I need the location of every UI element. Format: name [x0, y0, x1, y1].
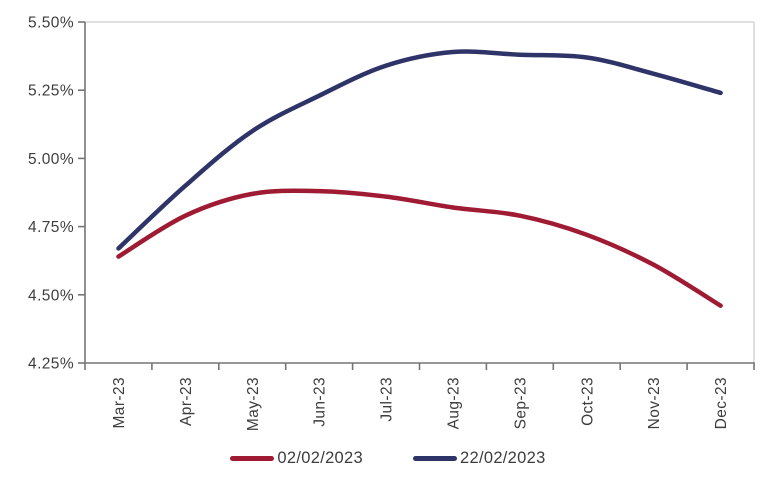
legend-label-series-1: 22/02/2023 [460, 449, 546, 467]
x-axis-tick-label: Jun-23 [312, 377, 329, 427]
series-line-0 [116, 188, 723, 308]
x-axis-tick-label: Jul-23 [379, 377, 396, 422]
chart-legend: 02/02/2023 22/02/2023 [0, 450, 776, 467]
series-line-1 [116, 49, 723, 251]
y-axis-tick-label: 5.50% [28, 15, 74, 32]
y-axis-tick-label: 4.25% [28, 356, 74, 373]
y-axis-tick-label: 5.25% [28, 83, 74, 100]
x-axis-tick-label: Nov-23 [646, 377, 663, 429]
legend-item-series-1: 22/02/2023 [413, 450, 546, 467]
legend-item-series-0: 02/02/2023 [230, 450, 363, 467]
x-axis-tick-label: Apr-23 [178, 377, 195, 426]
x-axis-tick-label: Sep-23 [512, 377, 529, 429]
y-axis-tick-label: 4.75% [28, 219, 74, 236]
y-axis-tick-label: 4.50% [28, 287, 74, 304]
legend-label-series-0: 02/02/2023 [277, 449, 363, 467]
x-axis-tick-label: May-23 [245, 377, 262, 431]
x-axis-tick-label: Aug-23 [445, 377, 462, 429]
legend-swatch-navy [413, 455, 457, 461]
line-chart: 5.50% 5.25% 5.00% 4.75% 4.50% 4.25% Mar-23 Apr-… [28, 15, 755, 431]
x-axis-tick-label: Oct-23 [579, 377, 596, 426]
x-axis-tick-label: Dec-23 [713, 377, 730, 429]
y-axis-tick-label: 5.00% [28, 151, 74, 168]
legend-swatch-red [230, 455, 275, 461]
x-axis-tick-label: Mar-23 [111, 377, 128, 429]
